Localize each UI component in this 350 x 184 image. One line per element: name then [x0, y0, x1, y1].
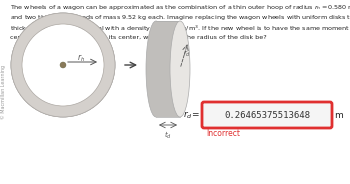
Circle shape	[22, 24, 104, 106]
Text: Incorrect: Incorrect	[206, 129, 240, 138]
Text: center as the old wheel about its center, what should the radius of the disk be?: center as the old wheel about its center…	[10, 35, 267, 40]
Bar	[58, 16, 68, 114]
Text: The wheels of a wagon can be approximated as the combination of a thin outer hoo: The wheels of a wagon can be approximate…	[10, 3, 350, 12]
Text: 0.26465375513648: 0.26465375513648	[224, 111, 310, 119]
Ellipse shape	[146, 21, 166, 117]
Text: m: m	[334, 111, 343, 119]
Text: and two thin crossed rods of mass 9.52 kg each. Imagine replacing the wagon whee: and two thin crossed rods of mass 9.52 k…	[10, 13, 350, 22]
Bar	[156, 21, 180, 117]
Text: $t_d$: $t_d$	[164, 130, 172, 141]
FancyBboxPatch shape	[202, 102, 332, 128]
Ellipse shape	[170, 21, 190, 117]
Text: thick, made out of a material with a density of 7830 kg/m$^3$. If the new wheel : thick, made out of a material with a den…	[10, 24, 350, 34]
Text: $r_h$: $r_h$	[77, 52, 85, 64]
Circle shape	[11, 13, 115, 117]
Text: $r_d$: $r_d$	[183, 49, 191, 59]
Text: $r_d\!=\!$: $r_d\!=\!$	[183, 109, 200, 121]
Bar	[14, 60, 112, 70]
Text: © Macmillan Learning: © Macmillan Learning	[1, 65, 6, 119]
Circle shape	[60, 62, 66, 68]
